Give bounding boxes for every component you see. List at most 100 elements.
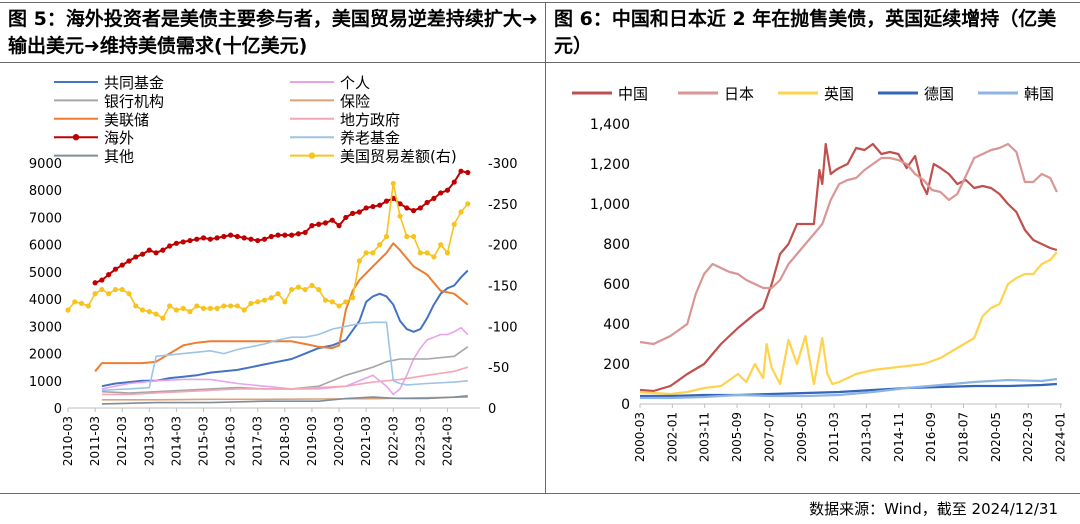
x-tick-label-0: 2010-03 (61, 416, 75, 466)
fig5-point-9-36 (309, 282, 315, 289)
fig5-point-9-33 (289, 286, 295, 293)
fig5-point-6-25 (261, 236, 268, 242)
fig5-point-9-44 (363, 250, 369, 256)
fig6-y-tick-label-5: 1,000 (590, 197, 630, 213)
fig6-y-tick-label-2: 400 (603, 317, 630, 333)
fig5-point-6-50 (431, 195, 437, 201)
fig5-point-9-10 (133, 303, 139, 309)
fig5-point-6-19 (221, 233, 227, 240)
fig5-point-6-16 (200, 235, 207, 241)
fig6-x-tick-label-13: 2024-01 (1054, 412, 1068, 462)
x-tick-label-1: 2011-03 (88, 416, 102, 466)
fig5-point-9-16 (173, 307, 180, 313)
fig5-legend-label-7: 养老基金 (340, 129, 400, 147)
fig6-legend-label-2: 英国 (824, 85, 854, 103)
y-tick-label-2: 2000 (29, 348, 62, 363)
fig5-point-6-41 (370, 203, 376, 210)
fig5-point-9-22 (214, 305, 220, 311)
fig5-point-6-43 (383, 198, 390, 204)
y-tick-label-3: 3000 (29, 320, 62, 335)
fig5-legend-marker-9 (308, 152, 316, 159)
fig6-x-tick-label-1: 2002-01 (665, 412, 679, 462)
fig5-point-9-28 (255, 299, 261, 305)
fig5-point-9-48 (390, 180, 396, 187)
fig5-point-6-7 (139, 251, 146, 257)
fig5-point-6-54 (458, 168, 464, 174)
fig5-point-9-23 (221, 303, 227, 309)
fig5-point-6-3 (112, 266, 119, 272)
fig5-point-9-51 (410, 233, 417, 240)
fig6-y-tick-label-6: 1,200 (590, 157, 630, 173)
y2-tick-label-5: -250 (488, 198, 518, 213)
fig5-point-9-15 (167, 303, 173, 309)
fig5-point-9-7 (112, 286, 119, 293)
fig5-point-6-12 (173, 240, 180, 246)
fig5-point-6-49 (424, 199, 430, 206)
fig5-point-9-1 (72, 299, 78, 305)
fig6-x-tick-label-3: 2005-09 (730, 412, 744, 462)
fig5-point-9-49 (397, 213, 403, 219)
fig5-point-9-31 (275, 291, 281, 297)
top-rule (0, 2, 1080, 3)
fig5-point-9-9 (126, 291, 132, 297)
fig6-series-line-3 (640, 382, 1057, 398)
fig5-point-6-14 (187, 237, 193, 244)
fig5-point-6-30 (295, 231, 301, 237)
fig5-point-6-33 (316, 221, 322, 227)
x-tick-label-10: 2020-03 (332, 416, 346, 466)
fig5-point-6-5 (126, 258, 132, 264)
figure6-chart: 0 200 400 600 800 1,000 1,200 1,400 2000-03 2002-… (572, 85, 1068, 462)
y-tick-label-7: 7000 (29, 211, 62, 226)
fig6-x-tick-label-12: 2022-03 (1021, 412, 1035, 462)
fig6-y-tick-label-3: 600 (603, 277, 630, 293)
fig5-point-9-59 (465, 201, 471, 207)
fig6-x-tick-label-11: 2020-05 (989, 412, 1003, 462)
fig5-legend-label-1: 个人 (340, 74, 370, 92)
fig5-series-line-8 (101, 395, 468, 405)
fig5-point-9-55 (438, 242, 444, 248)
fig5-point-6-36 (336, 223, 342, 229)
fig5-point-9-34 (295, 284, 301, 290)
figure5-title: 图 5：海外投资者是美债主要参与者，美国贸易逆差持续扩大➜输出美元➜维持美债需求… (8, 8, 538, 57)
x-tick-label-12: 2022-03 (386, 416, 400, 466)
fig5-point-9-14 (160, 315, 166, 321)
fig6-series-line-1 (639, 142, 1058, 346)
title-rule (0, 62, 1080, 63)
fig5-point-9-57 (451, 221, 457, 227)
fig5-point-6-45 (397, 201, 403, 207)
fig5-point-9-40 (336, 303, 342, 309)
fig5-point-6-21 (234, 233, 241, 240)
fig5-point-9-43 (356, 258, 362, 264)
fig6-x-tick-label-7: 2013-01 (859, 412, 873, 462)
fig5-point-9-8 (119, 286, 125, 293)
fig5-series-line-7 (101, 321, 468, 392)
x-tick-label-4: 2014-03 (169, 416, 183, 466)
fig5-point-9-11 (139, 307, 146, 313)
fig5-point-9-13 (153, 311, 159, 317)
figure5-chart: 0 1000 2000 3000 4000 5000 6000 7000 8000 9000 0 -5… (29, 74, 518, 466)
x-tick-label-13: 2023-03 (413, 416, 427, 466)
y2-tick-label-6: -300 (488, 157, 518, 172)
fig5-point-6-26 (268, 233, 274, 240)
fig5-point-6-47 (410, 208, 417, 214)
x-tick-label-6: 2016-03 (224, 416, 238, 466)
fig5-legend-label-2: 银行机构 (104, 92, 164, 110)
fig5-point-6-34 (322, 220, 329, 226)
fig5-point-9-3 (85, 303, 91, 309)
y2-tick-label-0: 0 (488, 402, 496, 417)
y-tick-label-4: 4000 (29, 293, 62, 308)
fig5-point-6-55 (465, 169, 471, 176)
fig5-legend-label-3: 保险 (340, 92, 370, 110)
fig5-point-6-17 (207, 236, 213, 242)
fig5-point-6-51 (438, 190, 444, 196)
fig5-point-9-42 (350, 295, 356, 301)
source-note: 数据来源：Wind，截至 2024/12/31 (809, 500, 1058, 518)
fig5-series-line-1 (101, 326, 469, 396)
fig5-point-6-53 (451, 179, 457, 185)
fig5-legend-label-8: 其他 (104, 148, 134, 166)
fig5-point-9-2 (78, 300, 85, 307)
fig6-legend-label-1: 日本 (724, 85, 754, 103)
fig6-legend-label-3: 德国 (924, 85, 954, 103)
fig5-point-9-18 (187, 309, 193, 315)
fig5-point-6-46 (404, 205, 410, 211)
